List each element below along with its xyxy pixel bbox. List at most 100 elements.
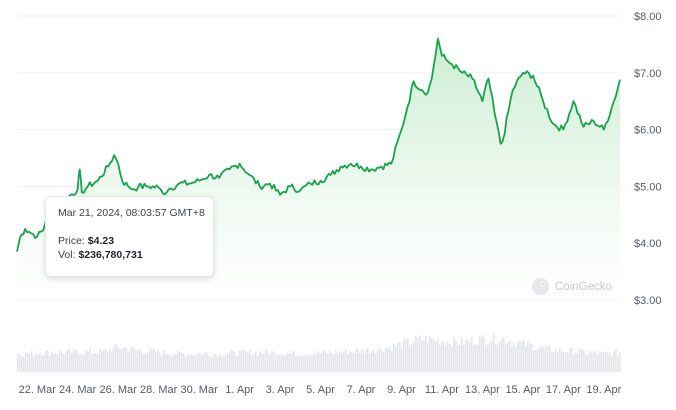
volume-bar xyxy=(595,352,597,372)
volume-bar xyxy=(79,355,81,372)
volume-bar xyxy=(329,350,331,372)
volume-bar xyxy=(457,344,459,372)
volume-bar xyxy=(441,341,443,372)
volume-bar xyxy=(379,347,381,372)
volume-bar xyxy=(65,351,67,372)
volume-bar xyxy=(25,351,27,372)
volume-bar xyxy=(29,352,31,372)
volume-bar xyxy=(293,350,295,372)
volume-bar xyxy=(127,351,129,372)
volume-bar xyxy=(77,352,79,372)
volume-bar xyxy=(337,353,339,372)
volume-bar xyxy=(277,354,279,372)
volume-bar xyxy=(587,353,589,372)
volume-bar xyxy=(133,347,135,372)
y-tick-label: $5.00 xyxy=(634,181,662,193)
volume-bar xyxy=(83,354,85,372)
volume-bar xyxy=(345,349,347,372)
volume-bar xyxy=(599,351,601,372)
volume-bar xyxy=(427,343,429,372)
y-tick-label: $3.00 xyxy=(634,295,662,307)
volume-bar xyxy=(229,352,231,372)
volume-bar xyxy=(43,355,45,372)
volume-bar xyxy=(343,352,345,372)
volume-bar xyxy=(131,346,133,372)
volume-bar xyxy=(139,349,141,372)
volume-bar xyxy=(187,354,189,372)
volume-bar xyxy=(105,348,107,372)
volume-bar xyxy=(93,353,95,372)
volume-bar xyxy=(361,348,363,372)
volume-bar xyxy=(551,351,553,372)
volume-bar xyxy=(143,353,145,372)
volume-bar xyxy=(235,355,237,372)
volume-bar xyxy=(99,348,101,372)
volume-bar xyxy=(289,353,291,372)
volume-bar xyxy=(497,344,499,372)
volume-bar xyxy=(91,353,93,372)
y-tick-label: $7.00 xyxy=(634,68,662,80)
x-tick-label: 26. Mar xyxy=(100,384,138,396)
volume-bar xyxy=(47,350,49,372)
volume-bar xyxy=(243,350,245,372)
volume-bar xyxy=(17,353,19,372)
volume-bar xyxy=(255,351,257,372)
volume-bar xyxy=(359,352,361,372)
volume-bar xyxy=(67,349,69,372)
volume-bar xyxy=(75,349,77,372)
volume-bar xyxy=(395,346,397,372)
volume-bar xyxy=(593,350,595,372)
volume-bar xyxy=(611,356,613,372)
volume-bar xyxy=(175,354,177,372)
volume-bar xyxy=(167,354,169,372)
volume-bar xyxy=(179,351,181,372)
volume-bar xyxy=(347,354,349,372)
volume-bar xyxy=(335,350,337,372)
volume-bar xyxy=(449,343,451,372)
volume-bar xyxy=(601,351,603,372)
volume-bar xyxy=(225,354,227,372)
volume-bar xyxy=(437,338,439,372)
volume-bar xyxy=(121,349,123,372)
volume-bar xyxy=(185,356,187,372)
volume-bar xyxy=(473,344,475,372)
volume-bar xyxy=(261,353,263,372)
x-tick-label: 22. Mar xyxy=(19,384,57,396)
volume-bar xyxy=(349,351,351,372)
volume-bar xyxy=(339,351,341,372)
volume-bar xyxy=(247,352,249,372)
volume-bar xyxy=(171,356,173,372)
volume-bar xyxy=(73,348,75,372)
volume-bar xyxy=(387,347,389,372)
volume-bar xyxy=(149,348,151,372)
volume-bar xyxy=(565,352,567,372)
volume-bar xyxy=(123,347,125,372)
x-tick-label: 28. Mar xyxy=(140,384,178,396)
volume-bar xyxy=(341,352,343,372)
volume-bar xyxy=(589,351,591,372)
volume-bar xyxy=(415,335,417,372)
volume-bar xyxy=(49,355,51,372)
volume-bar xyxy=(385,347,387,372)
volume-bar xyxy=(275,356,277,372)
volume-bar xyxy=(233,350,235,372)
x-tick-label: 17. Apr xyxy=(546,384,581,396)
volume-bar xyxy=(351,351,353,372)
tooltip-vol-label: Vol: xyxy=(58,249,76,261)
volume-bar xyxy=(515,346,517,372)
volume-bar xyxy=(411,343,413,372)
volume-bar xyxy=(447,340,449,372)
volume-bar xyxy=(183,353,185,372)
volume-bar xyxy=(81,354,83,372)
x-tick-label: 19. Apr xyxy=(586,384,621,396)
volume-bar xyxy=(617,355,619,372)
volume-bar xyxy=(461,337,463,372)
volume-bar xyxy=(489,342,491,372)
volume-bar xyxy=(413,342,415,372)
volume-bars xyxy=(17,332,621,372)
volume-bar xyxy=(125,347,127,372)
volume-bar xyxy=(101,350,103,372)
price-tooltip: Mar 21, 2024, 08:03:57 GMT+8 Price: $4.2… xyxy=(45,196,214,277)
volume-bar xyxy=(305,354,307,372)
volume-bar xyxy=(609,352,611,372)
